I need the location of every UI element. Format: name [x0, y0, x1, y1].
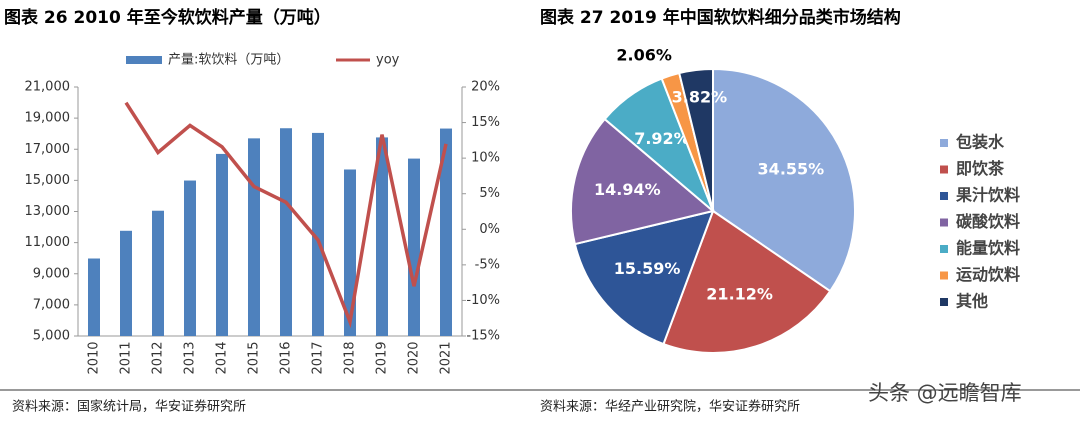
x-tick-label: 2017: [311, 341, 326, 374]
y-tick-label: 15,000: [25, 173, 71, 188]
legend-label: 包装水: [956, 133, 1005, 152]
legend-label: 运动饮料: [956, 265, 1020, 284]
legend-label: 其他: [956, 292, 988, 311]
source-note: 资料来源：国家统计局，华安证券研究所: [12, 399, 246, 415]
legend-swatch: [940, 165, 948, 174]
y-tick-label: 19,000: [25, 111, 71, 126]
x-tick-label: 2020: [407, 341, 422, 374]
y-tick-label: 9,000: [33, 266, 70, 281]
pie-slice: [662, 209, 832, 354]
x-tick-label: 2013: [183, 341, 198, 374]
y2-tick-label: 0%: [479, 222, 500, 237]
data-label: 21.12%: [706, 284, 773, 303]
bar: [216, 153, 228, 336]
legend-swatch: [940, 271, 948, 280]
bar: [376, 137, 388, 336]
bar: [152, 210, 164, 336]
bar: [440, 128, 452, 336]
y-tick-label: 7,000: [33, 297, 70, 312]
x-tick-label: 2011: [119, 341, 134, 374]
legend-label: 即饮茶: [956, 159, 1005, 178]
y2-tick-label: 10%: [471, 151, 500, 166]
pie-slice: [573, 209, 715, 346]
data-label: 2.06%: [616, 45, 672, 64]
bar: [280, 128, 292, 336]
data-label: 7.92%: [634, 129, 690, 148]
bar: [88, 258, 100, 336]
chart-title: 图表 26 2010 年至今软饮料产量（万吨）: [4, 7, 331, 28]
legend-label: 产量:软饮料（万吨）: [168, 53, 289, 68]
y-tick-label: 5,000: [33, 329, 70, 344]
x-tick-label: 2015: [247, 341, 262, 374]
data-label: 3.82%: [672, 88, 728, 107]
legend-swatch: [940, 218, 948, 227]
legend-label: 碳酸饮料: [956, 212, 1020, 231]
legend-label: yoy: [376, 53, 400, 68]
data-label: 15.59%: [614, 259, 681, 278]
x-tick-label: 2021: [439, 341, 454, 374]
chart-title: 图表 27 2019 年中国软饮料细分品类市场结构: [540, 7, 901, 28]
y2-tick-label: -15%: [466, 329, 500, 344]
legend-swatch: [940, 298, 948, 306]
legend-swatch: [940, 192, 948, 200]
data-label: 34.55%: [758, 159, 825, 178]
x-tick-label: 2018: [343, 341, 358, 374]
legend-swatch: [940, 139, 948, 147]
y2-tick-label: 20%: [471, 80, 500, 95]
y2-tick-label: -10%: [466, 293, 500, 308]
x-tick-label: 2014: [215, 341, 230, 374]
legend-label: 果汁饮料: [955, 186, 1020, 205]
x-tick-label: 2019: [375, 341, 390, 374]
y-tick-label: 17,000: [25, 142, 71, 157]
pie-slice: [712, 67, 856, 293]
legend-swatch: [126, 56, 162, 64]
watermark: 头条 @远瞻智库: [868, 381, 1022, 405]
x-tick-label: 2012: [151, 341, 166, 374]
y2-tick-label: 5%: [479, 186, 500, 201]
y-tick-label: 11,000: [25, 235, 71, 250]
pie-slice: [570, 117, 716, 246]
x-tick-label: 2010: [87, 341, 102, 374]
bar: [408, 158, 420, 336]
source-note: 资料来源：华经产业研究院，华安证券研究所: [540, 399, 800, 415]
bar: [184, 180, 196, 336]
bar: [248, 138, 260, 336]
y2-tick-label: -5%: [475, 257, 500, 272]
legend-label: 能量饮料: [956, 239, 1020, 258]
pie-slice: [678, 67, 714, 212]
bar: [120, 230, 132, 336]
x-tick-label: 2016: [279, 341, 294, 374]
y-tick-label: 13,000: [25, 204, 71, 219]
legend-swatch: [940, 245, 948, 253]
y-tick-label: 21,000: [25, 80, 71, 95]
bar: [312, 132, 324, 336]
y2-tick-label: 15%: [471, 115, 500, 130]
data-label: 14.94%: [594, 180, 661, 199]
line-series: [124, 101, 448, 329]
